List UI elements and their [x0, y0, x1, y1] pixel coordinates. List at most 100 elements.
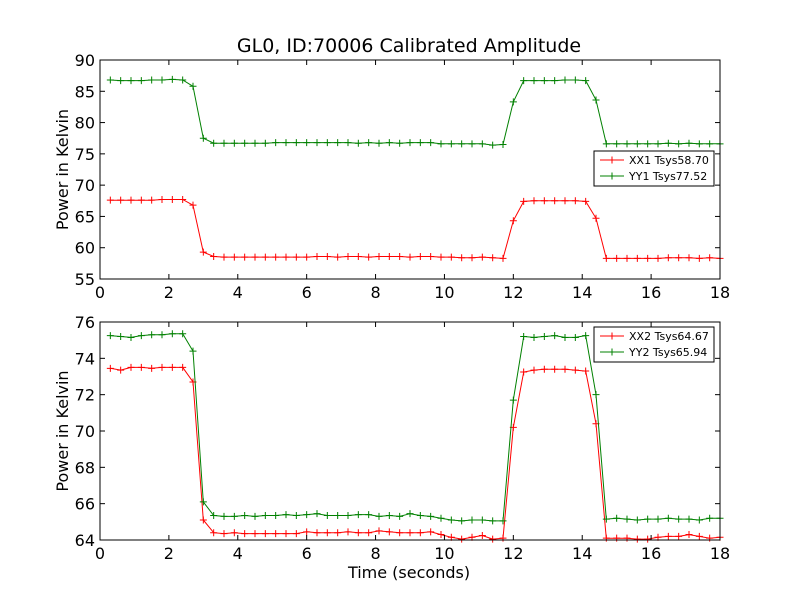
data-point [323, 511, 331, 519]
data-point [706, 140, 714, 148]
legend-label: YY1 Tsys77.52 [628, 170, 707, 183]
data-point [106, 364, 114, 372]
y-axis-label: Power in Kelvin [53, 370, 72, 491]
data-point [127, 77, 135, 85]
x-tick-label: 18 [710, 283, 730, 302]
data-point [530, 333, 538, 341]
data-point [437, 140, 445, 148]
data-point [561, 197, 569, 205]
data-point [127, 363, 135, 371]
data-point [706, 254, 714, 262]
data-point [571, 197, 579, 205]
data-point [230, 139, 238, 147]
data-point [613, 514, 621, 522]
data-point [685, 139, 693, 147]
data-point [323, 139, 331, 147]
data-point [592, 391, 600, 399]
data-point [582, 332, 590, 340]
data-point [571, 333, 579, 341]
data-point [117, 196, 125, 204]
x-tick-label: 10 [434, 283, 454, 302]
data-point [530, 197, 538, 205]
data-point [654, 254, 662, 262]
data-point [499, 517, 507, 525]
data-point [365, 511, 373, 519]
legend-marker [608, 348, 616, 356]
data-point [520, 197, 528, 205]
data-point [633, 140, 641, 148]
y-tick-label: 55 [75, 270, 95, 289]
data-point [168, 363, 176, 371]
data-point [602, 254, 610, 262]
data-point [458, 517, 466, 525]
data-point [447, 516, 455, 524]
data-point [561, 333, 569, 341]
data-point [427, 528, 435, 536]
data-point [468, 254, 476, 262]
data-point [675, 532, 683, 540]
x-tick-label: 16 [641, 544, 661, 563]
y-tick-label: 72 [75, 386, 95, 405]
data-point [489, 141, 497, 149]
data-point [633, 516, 641, 524]
legend-label: XX1 Tsys58.70 [629, 154, 709, 167]
legend-marker [608, 156, 616, 164]
legend: XX2 Tsys64.67 YY2 Tsys65.94 [593, 326, 715, 363]
x-tick-label: 2 [164, 544, 174, 563]
data-point [458, 535, 466, 543]
data-point [313, 252, 321, 260]
top-panel: 0 2 4 6 8 10 12 14 16 18 55 60 65 70 75 80 85 90 Power in … [53, 51, 730, 302]
data-point [158, 363, 166, 371]
data-point [344, 511, 352, 519]
data-point [396, 529, 404, 537]
data-point [158, 76, 166, 84]
data-point [323, 252, 331, 260]
x-tick-label: 14 [572, 544, 592, 563]
data-point [344, 139, 352, 147]
data-point [675, 254, 683, 262]
data-point [148, 364, 156, 372]
data-point [354, 139, 362, 147]
data-point [520, 368, 528, 376]
data-point [427, 512, 435, 520]
legend: XX1 Tsys58.70 YY1 Tsys77.52 [593, 150, 715, 187]
data-point [644, 140, 652, 148]
x-axis-label: Time (seconds) [347, 563, 470, 582]
y-tick-label: 68 [75, 458, 95, 477]
data-point [127, 333, 135, 341]
data-point [158, 331, 166, 339]
data-point [437, 253, 445, 261]
data-point [282, 253, 290, 261]
data-point [582, 197, 590, 205]
data-point [530, 366, 538, 374]
data-point [179, 363, 187, 371]
data-point [644, 515, 652, 523]
data-point [117, 77, 125, 85]
data-point [509, 217, 517, 225]
data-point [375, 512, 383, 520]
data-point [695, 140, 703, 148]
data-point [447, 140, 455, 148]
data-point [489, 517, 497, 525]
y-tick-label: 65 [75, 207, 95, 226]
data-point [551, 197, 559, 205]
data-point [220, 530, 228, 538]
x-tick-label: 16 [641, 283, 661, 302]
data-point [685, 254, 693, 262]
data-point [499, 140, 507, 148]
x-tick-label: 12 [503, 283, 523, 302]
data-point [292, 530, 300, 538]
data-point [261, 511, 269, 519]
data-point [427, 252, 435, 260]
data-point [106, 196, 114, 204]
data-point [199, 248, 207, 256]
data-point [489, 535, 497, 543]
data-point [168, 330, 176, 338]
data-point [148, 331, 156, 339]
data-point [664, 139, 672, 147]
data-point [675, 515, 683, 523]
data-point [437, 514, 445, 522]
data-point [354, 252, 362, 260]
data-point [633, 254, 641, 262]
